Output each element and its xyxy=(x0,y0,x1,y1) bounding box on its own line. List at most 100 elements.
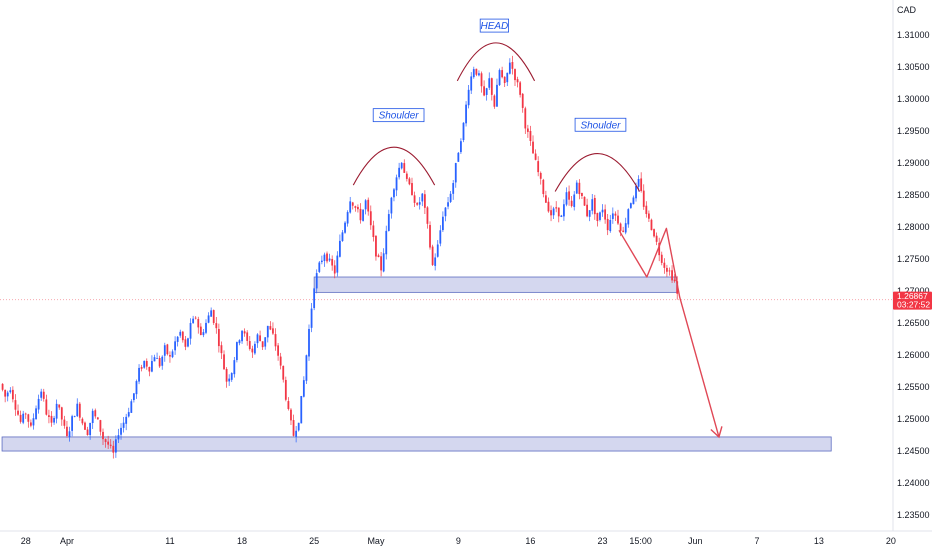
candle xyxy=(20,411,22,424)
candle-body xyxy=(94,410,96,416)
candle-body xyxy=(4,390,6,397)
candle-body xyxy=(277,345,279,355)
candle-body xyxy=(357,207,359,209)
resistance-support-zone xyxy=(314,277,677,292)
candle-body xyxy=(411,183,413,195)
candle-body xyxy=(172,351,174,357)
candle xyxy=(354,206,356,212)
candle xyxy=(468,85,470,108)
candle xyxy=(427,206,429,228)
time-tick-label: 7 xyxy=(755,536,760,546)
candle-body xyxy=(365,200,367,209)
candle xyxy=(411,178,413,196)
candle-body xyxy=(630,203,632,208)
candle-body xyxy=(486,88,488,95)
candle xyxy=(578,179,580,199)
candle xyxy=(154,355,156,362)
candle xyxy=(231,372,233,382)
candle-body xyxy=(372,225,374,237)
candle-body xyxy=(427,207,429,223)
candle-body xyxy=(390,198,392,214)
left-shoulder-arc xyxy=(353,147,434,185)
candle xyxy=(56,399,58,423)
candle-body xyxy=(231,373,233,380)
candle xyxy=(599,211,601,221)
candle xyxy=(303,376,305,397)
candle xyxy=(244,328,246,336)
candle-body xyxy=(107,442,109,445)
candle xyxy=(236,341,238,362)
candle xyxy=(491,78,493,101)
candle-body xyxy=(532,142,534,154)
candle xyxy=(540,171,542,184)
candle-body xyxy=(331,259,333,266)
candle xyxy=(602,204,604,217)
candle-body xyxy=(43,392,45,399)
candle-body xyxy=(627,209,629,224)
candle xyxy=(357,204,359,212)
candle-body xyxy=(648,214,650,219)
candle-body xyxy=(442,217,444,230)
candle-body xyxy=(530,131,532,141)
candle-body xyxy=(151,361,153,372)
candle-body xyxy=(334,265,336,273)
candle-body xyxy=(33,418,35,425)
candle xyxy=(259,331,261,342)
candle-body xyxy=(76,404,78,416)
time-tick-label: 15:00 xyxy=(629,536,652,546)
time-tick-label: 23 xyxy=(598,536,608,546)
candle xyxy=(164,343,166,362)
candle xyxy=(512,56,514,75)
candle-body xyxy=(336,256,338,273)
candle-body xyxy=(599,212,601,220)
candle xyxy=(360,203,362,224)
candle-body xyxy=(349,201,351,212)
candle-body xyxy=(514,69,516,80)
candle-body xyxy=(378,255,380,257)
candle-body xyxy=(17,411,19,415)
candle-body xyxy=(347,212,349,223)
candle xyxy=(177,336,179,346)
candle xyxy=(563,199,565,220)
candle-body xyxy=(267,326,269,338)
candle-body xyxy=(40,392,42,398)
candle xyxy=(298,423,300,432)
candle-body xyxy=(550,210,552,215)
candle xyxy=(143,360,145,368)
candle xyxy=(666,265,668,277)
candle-body xyxy=(591,199,593,211)
candle xyxy=(643,184,645,210)
candle xyxy=(365,199,367,214)
candle xyxy=(514,68,516,86)
candle xyxy=(33,413,35,429)
time-tick-label: May xyxy=(367,536,385,546)
candle-body xyxy=(666,268,668,272)
candle-body xyxy=(617,216,619,224)
candle-body xyxy=(594,198,596,214)
candle-body xyxy=(9,390,11,392)
candle-body xyxy=(25,414,27,415)
candle xyxy=(306,355,308,384)
candle-body xyxy=(287,401,289,409)
candle xyxy=(123,417,125,432)
candle xyxy=(130,399,132,413)
candle-body xyxy=(282,366,284,380)
candle-body xyxy=(257,334,259,343)
candle xyxy=(393,188,395,201)
candle-body xyxy=(118,435,120,439)
candle-body xyxy=(509,63,511,74)
candle-body xyxy=(38,399,40,410)
candle xyxy=(172,349,174,358)
candle-body xyxy=(622,231,624,232)
candle-body xyxy=(321,261,323,262)
candle xyxy=(184,336,186,350)
candle xyxy=(517,77,519,88)
candle xyxy=(43,389,45,402)
price-axis[interactable]: 1.31000 1.30500 1.30000 1.29500 1.29000 1.285… xyxy=(897,30,930,520)
candle xyxy=(496,79,498,107)
candle xyxy=(519,81,521,98)
time-axis[interactable]: 28 Apr 11 18 25 May 9 16 23 15:00 Jun 7 13 20 xyxy=(21,536,896,546)
candle-body xyxy=(293,420,295,436)
